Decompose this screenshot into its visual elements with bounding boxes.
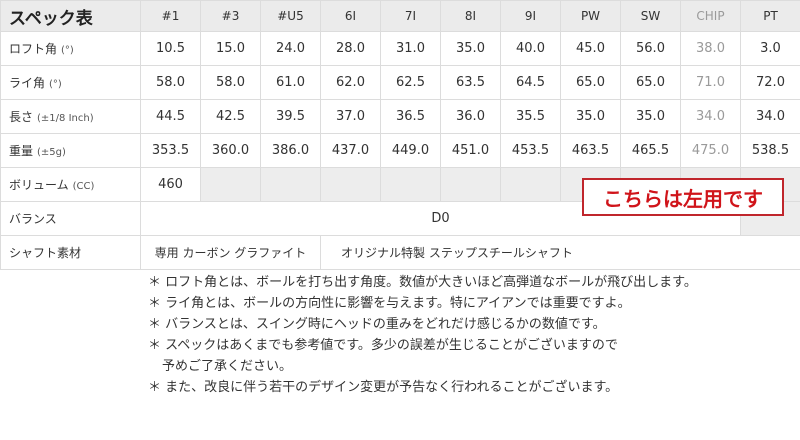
table-row: 重量 (±5g) 353.5 360.0 386.0 437.0 449.0 451.0 453… bbox=[0, 133, 800, 168]
label-unit: (±5g) bbox=[37, 147, 66, 158]
column-header: #3 bbox=[200, 0, 261, 32]
note-line: ＊ スペックはあくまでも参考値です。多少の誤差が生じることがございますので bbox=[148, 338, 618, 353]
table-row: ライ角 (°) 58.0 58.0 61.0 62.0 62.5 63.5 64.5 65.0 65… bbox=[0, 65, 800, 100]
row-label: バランス bbox=[0, 201, 141, 236]
shaft-driver: 専用 カーボン グラファイト bbox=[140, 235, 321, 270]
label-unit: (CC) bbox=[72, 181, 95, 192]
table-cell: 58.0 bbox=[140, 65, 201, 100]
table-cell: 15.0 bbox=[200, 31, 261, 66]
table-cell: 56.0 bbox=[620, 31, 681, 66]
note-line: ＊ ライ角とは、ボールの方向性に影響を与えます。特にアイアンでは重要ですよ。 bbox=[148, 296, 631, 311]
column-header: #1 bbox=[140, 0, 201, 32]
note-line: ＊ また、改良に伴う若干のデザイン変更が予告なく行われることがございます。 bbox=[148, 380, 619, 395]
table-cell: 44.5 bbox=[140, 99, 201, 134]
table-row: 長さ (±1/8 Inch) 44.5 42.5 39.5 37.0 36.5 36.0 35.… bbox=[0, 99, 800, 134]
table-cell: 35.0 bbox=[620, 99, 681, 134]
column-header: 9I bbox=[500, 0, 561, 32]
row-label: ボリューム (CC) bbox=[0, 167, 141, 202]
table-cell: 31.0 bbox=[380, 31, 441, 66]
notes-list: ＊ ロフト角とは、ボールを打ち出す角度。数値が大きいほど高弾道なボールが飛び出し… bbox=[148, 272, 697, 398]
table-cell: 3.0 bbox=[740, 31, 800, 66]
table-cell: 34.0 bbox=[740, 99, 800, 134]
table-cell: 35.0 bbox=[560, 99, 621, 134]
table-cell: 437.0 bbox=[320, 133, 381, 168]
column-header: CHIP bbox=[680, 0, 741, 32]
row-label: 重量 (±5g) bbox=[0, 133, 141, 168]
table-cell: 62.0 bbox=[320, 65, 381, 100]
empty-cell bbox=[500, 167, 561, 202]
column-header: 6I bbox=[320, 0, 381, 32]
table-cell: 63.5 bbox=[440, 65, 501, 100]
table-cell: 65.0 bbox=[560, 65, 621, 100]
table-cell: 449.0 bbox=[380, 133, 441, 168]
table-cell: 475.0 bbox=[680, 133, 741, 168]
table-cell: 453.5 bbox=[500, 133, 561, 168]
table-cell: 35.5 bbox=[500, 99, 561, 134]
label-text: ライ角 bbox=[9, 76, 46, 90]
table-cell: 360.0 bbox=[200, 133, 261, 168]
table-cell: 35.0 bbox=[440, 31, 501, 66]
row-label: ロフト角 (°) bbox=[0, 31, 141, 66]
table-cell: 40.0 bbox=[500, 31, 561, 66]
note-line: ＊ バランスとは、スイング時にヘッドの重みをどれだけ感じるかの数値です。 bbox=[148, 317, 606, 332]
column-header: 8I bbox=[440, 0, 501, 32]
row-label: シャフト素材 bbox=[0, 235, 141, 270]
table-cell: 538.5 bbox=[740, 133, 800, 168]
label-unit: (°) bbox=[61, 45, 74, 56]
note-line: ＊ ロフト角とは、ボールを打ち出す角度。数値が大きいほど高弾道なボールが飛び出し… bbox=[148, 275, 697, 290]
table-cell: 353.5 bbox=[140, 133, 201, 168]
column-header: SW bbox=[620, 0, 681, 32]
table-cell: 34.0 bbox=[680, 99, 741, 134]
table-cell: 451.0 bbox=[440, 133, 501, 168]
label-text: ロフト角 bbox=[9, 42, 58, 56]
row-label: ライ角 (°) bbox=[0, 65, 141, 100]
column-header: PT bbox=[740, 0, 800, 32]
table-cell: 61.0 bbox=[260, 65, 321, 100]
shaft-row: シャフト素材 専用 カーボン グラファイト オリジナル特製 ステップスチールシャ… bbox=[0, 235, 800, 270]
empty-cell bbox=[200, 167, 261, 202]
table-cell: 465.5 bbox=[620, 133, 681, 168]
empty-cell bbox=[260, 167, 321, 202]
table-cell: 37.0 bbox=[320, 99, 381, 134]
table-cell: 24.0 bbox=[260, 31, 321, 66]
table-cell: 64.5 bbox=[500, 65, 561, 100]
table-cell: 71.0 bbox=[680, 65, 741, 100]
table-cell: 10.5 bbox=[140, 31, 201, 66]
header-row: スペック表 #1 #3 #U5 6I 7I 8I 9I PW SW CHIP PT bbox=[0, 0, 800, 32]
column-header: PW bbox=[560, 0, 621, 32]
empty-cell bbox=[380, 167, 441, 202]
shaft-others: オリジナル特製 ステップスチールシャフト bbox=[320, 235, 800, 270]
table-cell: 386.0 bbox=[260, 133, 321, 168]
table-cell: 28.0 bbox=[320, 31, 381, 66]
table-cell: 463.5 bbox=[560, 133, 621, 168]
label-text: 重量 bbox=[9, 144, 34, 158]
table-row: ロフト角 (°) 10.5 15.0 24.0 28.0 31.0 35.0 40.0 45.0 5… bbox=[0, 31, 800, 66]
table-cell: 39.5 bbox=[260, 99, 321, 134]
volume-value: 460 bbox=[140, 167, 201, 202]
label-text: ボリューム bbox=[9, 178, 69, 192]
spec-table: スペック表 #1 #3 #U5 6I 7I 8I 9I PW SW CHIP PT ロフト角 (°) 1… bbox=[0, 0, 800, 270]
label-unit: (°) bbox=[49, 79, 62, 90]
table-cell: 45.0 bbox=[560, 31, 621, 66]
label-text: 長さ bbox=[9, 110, 34, 124]
note-line: 予めご了承ください。 bbox=[162, 359, 293, 374]
table-cell: 58.0 bbox=[200, 65, 261, 100]
table-cell: 36.5 bbox=[380, 99, 441, 134]
table-cell: 38.0 bbox=[680, 31, 741, 66]
empty-cell bbox=[440, 167, 501, 202]
table-cell: 65.0 bbox=[620, 65, 681, 100]
table-title: スペック表 bbox=[0, 0, 141, 32]
label-unit: (±1/8 Inch) bbox=[37, 113, 94, 124]
column-header: #U5 bbox=[260, 0, 321, 32]
table-cell: 62.5 bbox=[380, 65, 441, 100]
table-cell: 36.0 bbox=[440, 99, 501, 134]
empty-cell bbox=[320, 167, 381, 202]
left-handed-badge: こちらは左用です bbox=[582, 178, 784, 216]
table-cell: 42.5 bbox=[200, 99, 261, 134]
table-cell: 72.0 bbox=[740, 65, 800, 100]
row-label: 長さ (±1/8 Inch) bbox=[0, 99, 141, 134]
column-header: 7I bbox=[380, 0, 441, 32]
